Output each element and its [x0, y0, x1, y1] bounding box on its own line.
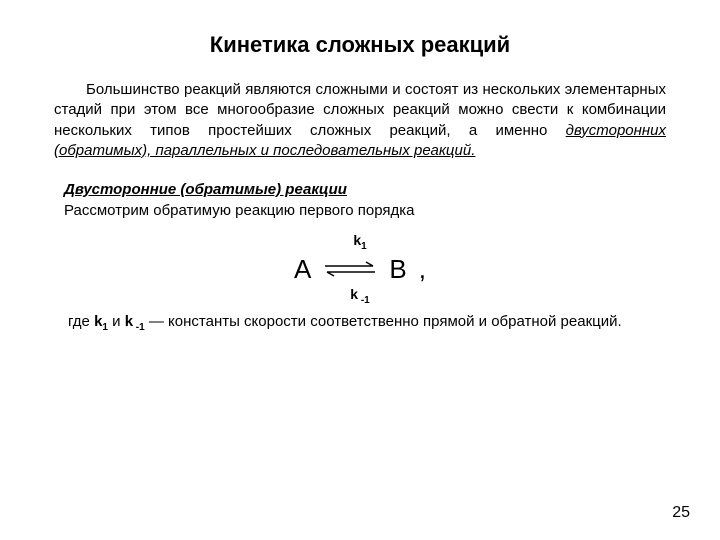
consider-line: Рассмотрим обратимую реакцию первого пор… [64, 202, 666, 219]
defs-k2-sym: k [125, 313, 133, 330]
rate-constant-forward: k1 [54, 233, 666, 252]
equation-comma: , [419, 254, 426, 285]
constants-definition: где k1 и k -1 — константы скорости соотв… [54, 312, 666, 335]
defs-suffix: — константы скорости соответственно прям… [145, 313, 622, 330]
species-b: B [389, 254, 406, 285]
page-title: Кинетика сложных реакций [54, 32, 666, 58]
page-number: 25 [672, 504, 690, 522]
intro-paragraph: Большинство реакций являются сложными и … [54, 80, 666, 161]
subheading-reversible: Двусторонние (обратимые) реакции [64, 181, 666, 198]
species-a: A [294, 254, 311, 285]
defs-mid: и [108, 313, 125, 330]
defs-k2-sub: -1 [133, 322, 145, 333]
k-forward-symbol: k [353, 232, 361, 248]
defs-prefix: где [68, 313, 94, 330]
k-reverse-subscript: -1 [358, 295, 370, 306]
equation-block: k1 A B , k -1 [54, 233, 666, 306]
equilibrium-arrows-icon [323, 259, 377, 279]
k-reverse-symbol: k [350, 286, 358, 302]
rate-constant-reverse: k -1 [54, 287, 666, 306]
equation-line: A B , [294, 254, 426, 285]
k-forward-subscript: 1 [361, 241, 367, 252]
